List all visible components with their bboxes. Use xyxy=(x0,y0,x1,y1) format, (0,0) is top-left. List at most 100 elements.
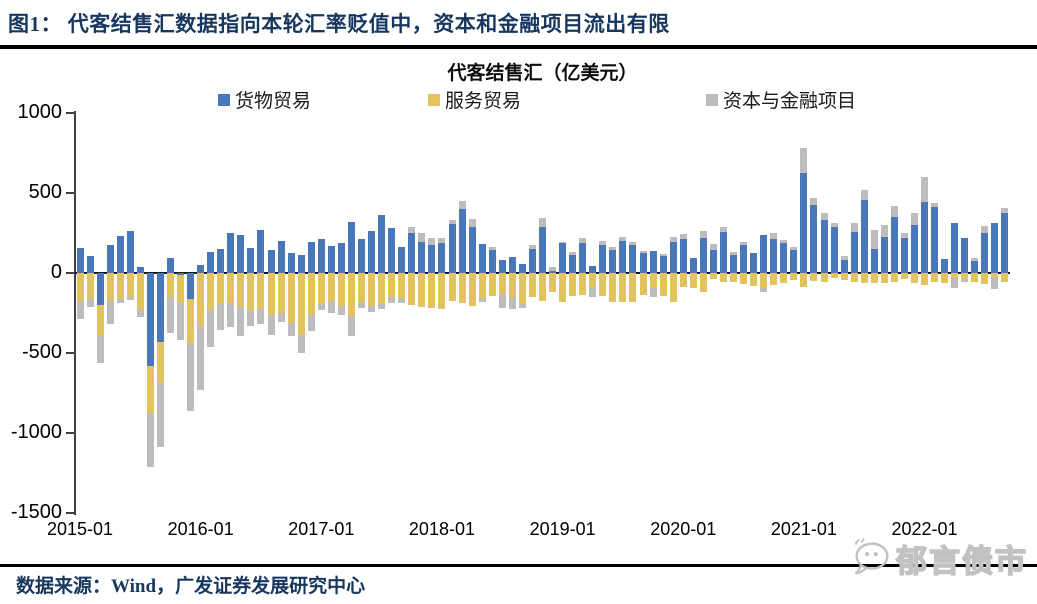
legend-item: 服务贸易 xyxy=(428,86,521,113)
bar-segment xyxy=(156,382,164,447)
bar-segment xyxy=(719,226,727,232)
bar-segment xyxy=(921,176,929,202)
bar-segment xyxy=(780,243,788,273)
bar-segment xyxy=(910,273,918,284)
bar-segment xyxy=(870,229,878,250)
bar-segment xyxy=(679,239,687,273)
bar-segment xyxy=(800,148,808,174)
bar-segment xyxy=(247,273,255,312)
bar-segment xyxy=(86,273,94,300)
bar-segment xyxy=(850,223,858,232)
bar-segment xyxy=(840,260,848,273)
bottom-divider-rule xyxy=(0,564,1037,567)
x-axis-label: 2021-01 xyxy=(770,519,837,539)
bar-segment xyxy=(267,273,275,315)
bar-segment xyxy=(76,248,84,273)
bar-segment xyxy=(800,273,808,287)
bar-segment xyxy=(337,273,345,306)
bar-segment xyxy=(810,273,818,281)
bar-segment xyxy=(197,325,205,390)
bar-segment xyxy=(458,209,466,273)
bar-segment xyxy=(719,231,727,273)
bar-segment xyxy=(448,224,456,273)
bar-segment xyxy=(307,241,315,273)
bar-segment xyxy=(458,200,466,210)
bar-segment xyxy=(76,301,84,320)
top-divider-rule xyxy=(0,45,1037,49)
bar-segment xyxy=(890,273,898,282)
bar-segment xyxy=(337,305,345,315)
bar-segment xyxy=(287,273,295,323)
bar-segment xyxy=(307,314,315,331)
bar-segment xyxy=(358,239,366,273)
bar-segment xyxy=(1001,273,1009,283)
y-axis-label: -1500 xyxy=(10,501,62,523)
bar-segment xyxy=(820,220,828,273)
bar-segment xyxy=(378,214,386,273)
bar-segment xyxy=(508,257,516,273)
x-axis-label: 2017-01 xyxy=(288,519,355,539)
bar-segment xyxy=(398,247,406,273)
legend-swatch-icon xyxy=(428,93,440,106)
bar-segment xyxy=(730,273,738,283)
bar-segment xyxy=(96,273,104,305)
bar-segment xyxy=(468,219,476,228)
bar-segment xyxy=(378,304,386,310)
bar-segment xyxy=(227,232,235,273)
bar-segment xyxy=(699,273,707,293)
bar-segment xyxy=(317,273,325,305)
bar-segment xyxy=(659,273,667,296)
bar-segment xyxy=(951,277,959,288)
bar-segment xyxy=(106,300,114,325)
bar-segment xyxy=(297,273,305,336)
bar-segment xyxy=(418,233,426,243)
bar-segment xyxy=(418,242,426,273)
bar-segment xyxy=(96,305,104,337)
bar-segment xyxy=(337,242,345,273)
bar-segment xyxy=(136,309,144,318)
bar-segment xyxy=(247,311,255,326)
bar-segment xyxy=(549,273,557,293)
bar-segment xyxy=(589,288,597,297)
y-axis-tick xyxy=(66,272,74,274)
bar-segment xyxy=(850,273,858,282)
bar-segment xyxy=(86,256,94,273)
bar-segment xyxy=(579,238,587,243)
bar-segment xyxy=(528,245,536,249)
bar-segment xyxy=(579,242,587,273)
bar-segment xyxy=(478,244,486,273)
bar-segment xyxy=(981,273,989,285)
bar-segment xyxy=(961,280,969,283)
legend-label: 服务贸易 xyxy=(445,91,522,112)
bar-segment xyxy=(227,273,235,303)
data-source-note: 数据来源：Wind，广发证券发展研究中心 xyxy=(16,576,366,597)
x-axis-label: 2020-01 xyxy=(650,519,717,539)
bar-segment xyxy=(347,273,355,317)
bar-segment xyxy=(488,249,496,273)
bar-segment xyxy=(126,296,134,300)
bar-segment xyxy=(237,234,245,273)
bar-segment xyxy=(136,266,144,273)
bar-segment xyxy=(961,237,969,273)
bar-segment xyxy=(167,257,174,273)
bar-segment xyxy=(528,273,536,297)
bar-segment xyxy=(900,232,908,238)
bar-segment xyxy=(790,247,798,250)
bar-segment xyxy=(609,246,617,250)
bar-segment xyxy=(941,258,949,273)
legend-item: 资本与金融项目 xyxy=(706,86,856,113)
bar-segment xyxy=(207,273,215,310)
bar-segment xyxy=(780,240,788,244)
bar-segment xyxy=(880,236,888,273)
bar-segment xyxy=(106,245,114,273)
bar-segment xyxy=(619,236,627,241)
bar-segment xyxy=(448,273,456,301)
bar-segment xyxy=(900,237,908,273)
bar-segment xyxy=(790,249,798,273)
bar-segment xyxy=(1001,208,1009,213)
y-axis-label: 1000 xyxy=(17,101,63,123)
bar-segment xyxy=(981,233,989,273)
bar-segment xyxy=(438,273,446,310)
bar-segment xyxy=(860,273,868,284)
